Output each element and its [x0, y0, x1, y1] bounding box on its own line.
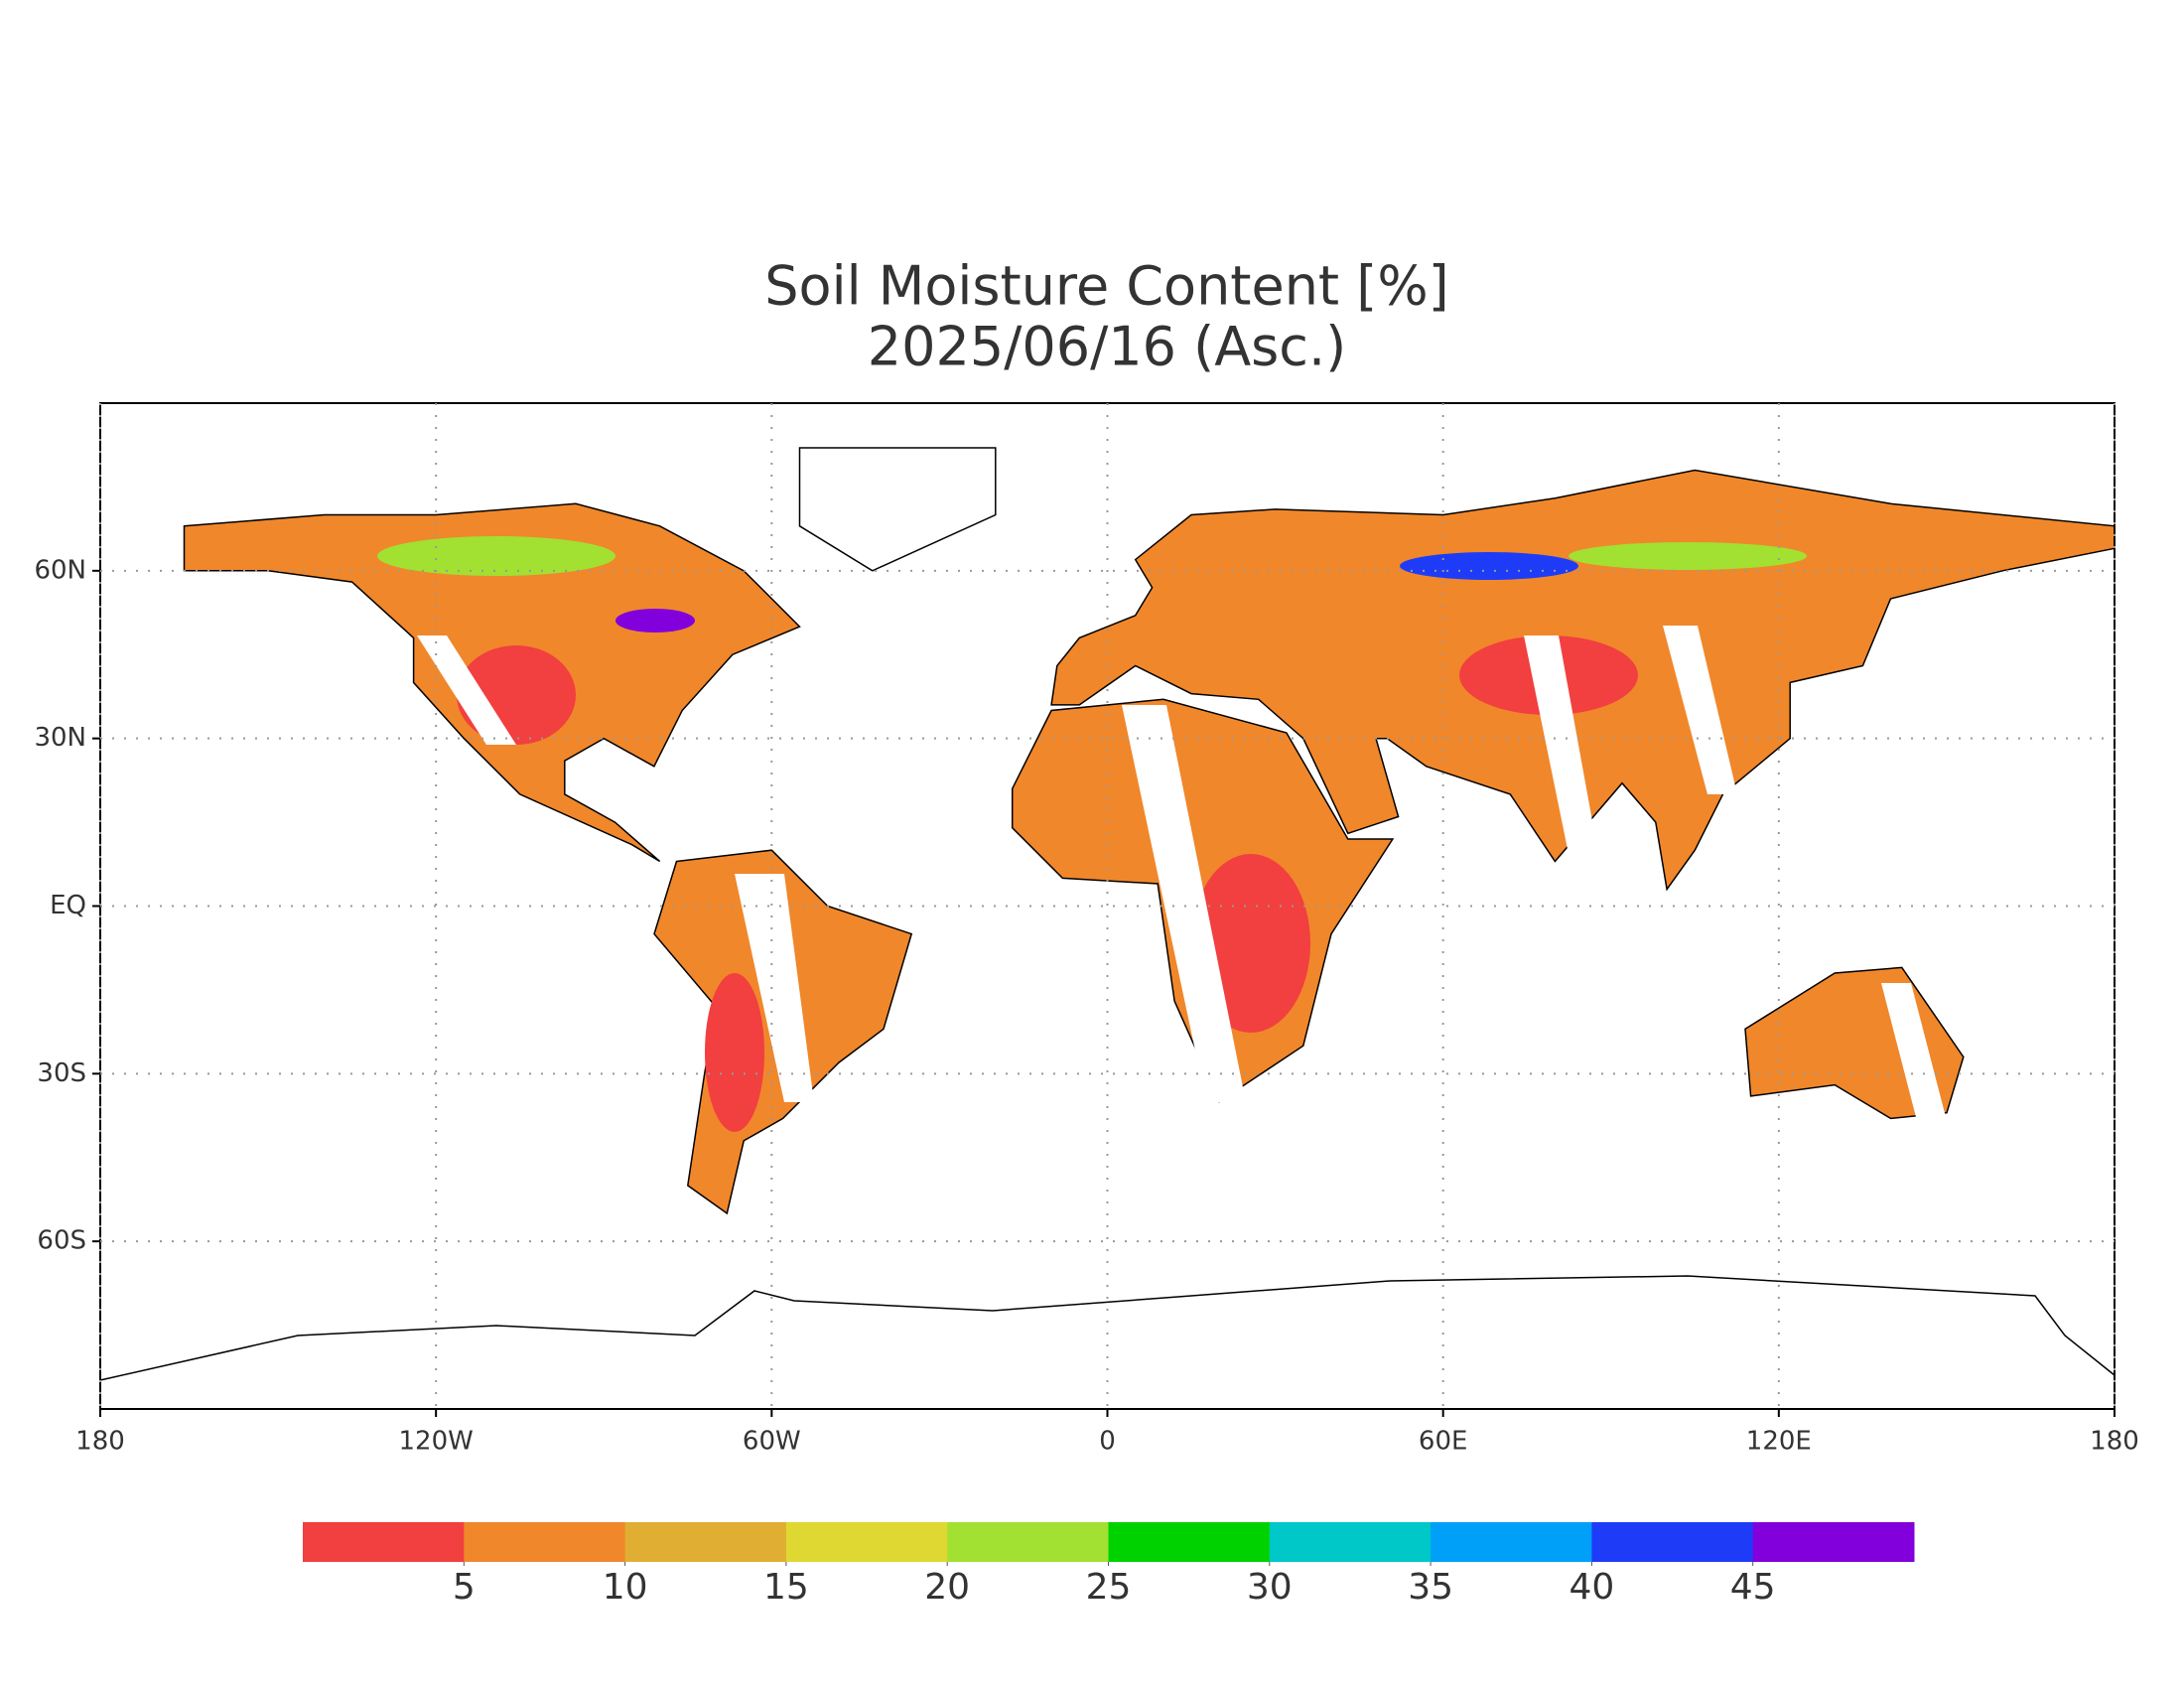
colorbar-tick-label: 15 [763, 1567, 809, 1608]
x-tick-label: 120W [398, 1427, 473, 1457]
colorbar-segment [947, 1522, 1109, 1562]
antarctica-coast [99, 1275, 2116, 1381]
greenland [798, 447, 997, 572]
colorbar-segment [1108, 1522, 1271, 1562]
y-tick-label: 60S [37, 1226, 86, 1256]
wet-area [1569, 542, 1807, 570]
colorbar-tick-label: 45 [1730, 1567, 1776, 1608]
colorbar-tick-label: 20 [924, 1567, 970, 1608]
no-data-swath [417, 635, 516, 745]
wet-area [1400, 552, 1578, 580]
colorbar-tick-label: 10 [603, 1567, 648, 1608]
y-tick-label: 30N [34, 723, 86, 753]
colorbar-tick-label: 30 [1247, 1567, 1293, 1608]
colorbar-segment [624, 1522, 787, 1562]
colorbar-segment [1752, 1522, 1915, 1562]
colorbar-segment [1591, 1522, 1754, 1562]
dry-area [705, 973, 764, 1132]
colorbar-segment [1269, 1522, 1432, 1562]
wet-area [615, 609, 695, 633]
y-tick-label: 30S [37, 1058, 86, 1088]
no-data-swath [735, 874, 814, 1102]
colorbar-segment [303, 1522, 465, 1562]
colorbar-segment [1431, 1522, 1592, 1562]
colorbar-tick-label: 25 [1086, 1567, 1132, 1608]
x-tick-label: 0 [1099, 1427, 1116, 1457]
wet-area [377, 536, 615, 576]
colorbar-tick-label: 5 [453, 1567, 476, 1608]
landmasses [99, 447, 2116, 1381]
map-subtitle: 2025/06/16 (Asc.) [868, 316, 1346, 378]
x-tick-label: 60E [1419, 1427, 1468, 1457]
x-tick-label: 180 [2090, 1427, 2139, 1457]
no-data-swath [1663, 626, 1737, 794]
y-tick-label: EQ [50, 891, 86, 920]
x-tick-label: 120E [1746, 1427, 1812, 1457]
map-title: Soil Moisture Content [%] [764, 255, 1448, 318]
colorbar-tick-label: 40 [1569, 1567, 1614, 1608]
no-data-swath [1881, 983, 1946, 1117]
colorbar-segment [785, 1522, 948, 1562]
x-tick-label: 180 [75, 1427, 125, 1457]
y-tick-label: 60N [34, 555, 86, 585]
no-data-swath [1524, 635, 1598, 854]
colorbar-segment [464, 1522, 626, 1562]
no-data-swath [1122, 705, 1246, 1102]
colorbar-tick-label: 35 [1408, 1567, 1453, 1608]
x-tick-label: 60W [743, 1427, 801, 1457]
